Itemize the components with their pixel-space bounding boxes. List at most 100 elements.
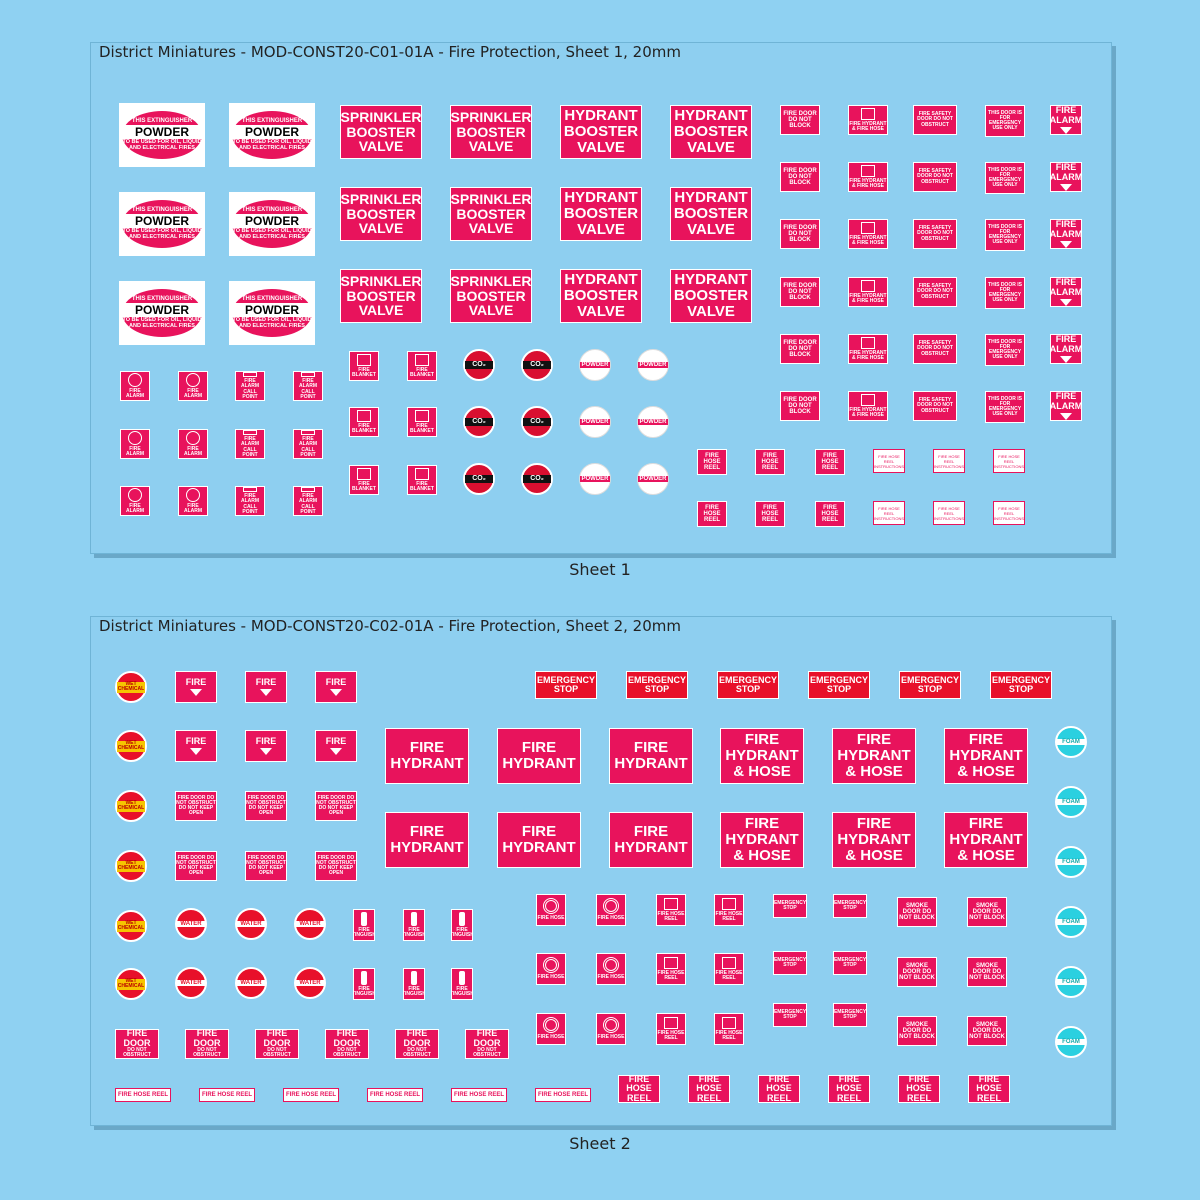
emergency-stop-sign-label: EMERGENCY STOP — [809, 674, 868, 694]
fire-hydrant-sign-label: FIRE HYDRANT — [390, 739, 464, 772]
water-extinguisher-label: WATER — [175, 967, 207, 999]
fire-hose-sign-label: FIRE HOSE — [537, 1034, 565, 1041]
emergency-stop-sign: EMERGENCY STOP — [535, 671, 597, 699]
fire-hydrant-sign: FIRE HYDRANT — [497, 812, 581, 868]
hose-reel-instruction-plate: FIRE HOSE REEL INSTRUCTIONS — [873, 501, 905, 525]
sprinkler-booster-valve-sign: SPRINKLER BOOSTER VALVE — [340, 269, 422, 323]
fire-door-label: FIRE DOOR — [263, 1029, 291, 1048]
fire-blanket-sign-label: FIRE BLANKET — [410, 480, 434, 492]
arrow-down-icon — [1060, 355, 1072, 363]
fire-alarm-call-point-sign-label: FIRE ALARM CALL POINT — [298, 378, 318, 400]
fire-hydrant-hose-sign: FIRE HYDRANT & FIRE HOSE — [848, 105, 888, 135]
co2-band: CO₂ — [523, 418, 551, 426]
powder-top: THIS EXTINGUISHER — [131, 207, 193, 214]
emergency-door-sign: THIS DOOR IS FOR EMERGENCY USE ONLY — [985, 334, 1025, 366]
co2-band: CO₂ — [465, 418, 493, 426]
fire-door-sign: FIRE DOOR DO NOT OBSTRUCT — [115, 1029, 159, 1059]
emergency-stop-small-sign: EMERGENCY STOP — [833, 894, 867, 918]
fire-hose-reel-sign-label: FIRE HOSE REEL — [703, 452, 721, 472]
fire-alarm-arrow-sign: FIRE ALARM — [1050, 219, 1082, 249]
hose-reel-instruction-plate: FIRE HOSE REEL INSTRUCTIONS — [933, 449, 965, 473]
foam-band: FOAM — [1057, 798, 1085, 806]
fire-extinguisher-arrow-sign: FIRE — [315, 671, 357, 703]
wet-chemical-extinguisher-label: WET CHEMICAL — [115, 730, 147, 762]
fire-hydrant-sign-label: FIRE HYDRANT — [614, 739, 688, 772]
fire-hydrant-sign: FIRE HYDRANT — [385, 728, 469, 784]
hose-reel-icon — [861, 221, 875, 234]
fire-safety-door-sign: FIRE SAFETY DOOR DO NOT OBSTRUCT — [913, 219, 957, 249]
fire-hose-reel-strip: FIRE HOSE REEL — [199, 1088, 255, 1102]
fire-hose-sign-label: FIRE HOSE — [597, 1034, 625, 1041]
emergency-stop-sign-label: EMERGENCY STOP — [991, 674, 1050, 694]
extinguisher-icon — [361, 911, 367, 926]
foam-band: FOAM — [1057, 1038, 1085, 1046]
fire-hose-reel-sign-label: FIRE HOSE REEL — [703, 504, 721, 524]
fire-hose-reel-strip: FIRE HOSE REEL — [367, 1088, 423, 1102]
fire-door-sign: FIRE DOOR DO NOT OBSTRUCT — [325, 1029, 369, 1059]
powder-extinguisher-decal: THIS EXTINGUISHER POWDER TO BE USED FOR OI… — [229, 103, 315, 167]
fire-alarm-arrow-sign-label: FIRE ALARM — [1050, 334, 1082, 354]
fire-alarm-arrow-sign-label: FIRE ALARM — [1050, 105, 1082, 125]
powder-band: POWDER — [580, 418, 610, 426]
fire-hose-sign: FIRE HOSE — [596, 1013, 626, 1045]
hydrant-booster-valve-sign-label: HYDRANT BOOSTER VALVE — [563, 271, 639, 320]
foam-band: FOAM — [1057, 858, 1085, 866]
emergency-stop-sign-label: EMERGENCY STOP — [718, 674, 777, 694]
powder-bottom: TO BE USED FOR OIL, LIQUID AND ELECTRICA… — [122, 139, 202, 152]
fire-extinguisher-arrow-sign: FIRE — [175, 730, 217, 762]
fire-extinguisher-arrow-sign: FIRE — [245, 730, 287, 762]
fire-alarm-sign-label: FIRE ALARM — [183, 502, 203, 514]
fire-hose-reel-icon-sign-label: FIRE HOSE REEL — [715, 969, 743, 981]
fire-safety-door-sign-label: FIRE SAFETY DOOR DO NOT OBSTRUCT — [917, 111, 953, 128]
fire-alarm-call-point-sign-label: FIRE ALARM CALL POINT — [240, 378, 260, 400]
fire-blanket-sign-label: FIRE BLANKET — [352, 366, 376, 378]
emergency-stop-sign-label: EMERGENCY STOP — [900, 674, 959, 694]
water-band: WATER — [237, 920, 265, 928]
fire-hydrant-hose-sign: FIRE HYDRANT & FIRE HOSE — [848, 334, 888, 364]
sprinkler-booster-valve-sign: SPRINKLER BOOSTER VALVE — [450, 187, 532, 241]
fire-safety-door-sign: FIRE SAFETY DOOR DO NOT OBSTRUCT — [913, 105, 957, 135]
emergency-stop-small-sign-label: EMERGENCY STOP — [773, 899, 807, 911]
call-point-icon — [301, 372, 315, 377]
emergency-stop-sign: EMERGENCY STOP — [899, 671, 961, 699]
fire-hose-reel-icon-sign: FIRE HOSE REEL — [714, 894, 744, 926]
fire-hose-reel-sign: FIRE HOSE REEL — [815, 449, 845, 475]
fire-hydrant-hose-sign: FIRE HYDRANT & FIRE HOSE — [848, 277, 888, 307]
powder-extinguisher-decal: THIS EXTINGUISHER POWDER TO BE USED FOR OI… — [119, 192, 205, 256]
smoke-door-sign-label: SMOKE DOOR DO NOT BLOCK — [969, 902, 1005, 922]
fire-hydrant-hose-sign-label: FIRE HYDRANT & HOSE — [837, 731, 911, 780]
foam-extinguisher-label: FOAM — [1055, 726, 1087, 758]
powder-main: POWDER — [231, 214, 313, 229]
fire-hose-reel-icon-sign-label: FIRE HOSE REEL — [657, 969, 685, 981]
fire-hose-reel-sign-label: FIRE HOSE REEL — [976, 1075, 1002, 1103]
fire-hose-reel-sign-label: FIRE HOSE REEL — [821, 452, 839, 472]
call-point-icon — [243, 372, 257, 377]
fire-hydrant-hose-sign: FIRE HYDRANT & HOSE — [832, 812, 916, 868]
fire-alarm-sign-label: FIRE ALARM — [183, 387, 203, 399]
wet-chemical-band: WET CHEMICAL — [117, 799, 145, 812]
sprinkler-booster-valve-sign: SPRINKLER BOOSTER VALVE — [340, 105, 422, 159]
fire-extinguisher-sign-label: FIRE EXTINGUISHER — [452, 926, 472, 938]
fire-blanket-icon — [357, 353, 371, 366]
hydrant-booster-valve-sign-label: HYDRANT BOOSTER VALVE — [673, 189, 749, 238]
smoke-door-sign-label: SMOKE DOOR DO NOT BLOCK — [899, 1021, 935, 1041]
powder-extinguisher-decal: THIS EXTINGUISHER POWDER TO BE USED FOR OI… — [119, 103, 205, 167]
fire-alarm-call-point-sign: FIRE ALARM CALL POINT — [235, 429, 265, 459]
fire-blanket-sign-label: FIRE BLANKET — [352, 422, 376, 434]
fire-safety-door-sign: FIRE SAFETY DOOR DO NOT OBSTRUCT — [913, 277, 957, 307]
powder-bottom: TO BE USED FOR OIL, LIQUID AND ELECTRICA… — [232, 317, 312, 330]
fire-hose-reel-sign: FIRE HOSE REEL — [898, 1075, 940, 1103]
fire-alarm-sign: FIRE ALARM — [178, 486, 208, 516]
emergency-stop-sign-label: EMERGENCY STOP — [627, 674, 686, 694]
hydrant-booster-valve-sign-label: HYDRANT BOOSTER VALVE — [673, 271, 749, 320]
emergency-stop-sign: EMERGENCY STOP — [808, 671, 870, 699]
arrow-down-icon — [1060, 298, 1072, 306]
fire-hose-reel-sign: FIRE HOSE REEL — [755, 449, 785, 475]
hose-spiral-icon — [543, 898, 559, 915]
fire-alarm-arrow-sign-label: FIRE ALARM — [1050, 219, 1082, 239]
fire-hydrant-hose-sign: FIRE HYDRANT & FIRE HOSE — [848, 162, 888, 192]
extinguisher-icon — [411, 911, 417, 926]
fire-extinguisher-sign-label: FIRE EXTINGUISHER — [404, 985, 424, 997]
fire-alarm-arrow-sign: FIRE ALARM — [1050, 105, 1082, 135]
fire-extinguisher-sign: FIRE EXTINGUISHER — [451, 909, 473, 941]
